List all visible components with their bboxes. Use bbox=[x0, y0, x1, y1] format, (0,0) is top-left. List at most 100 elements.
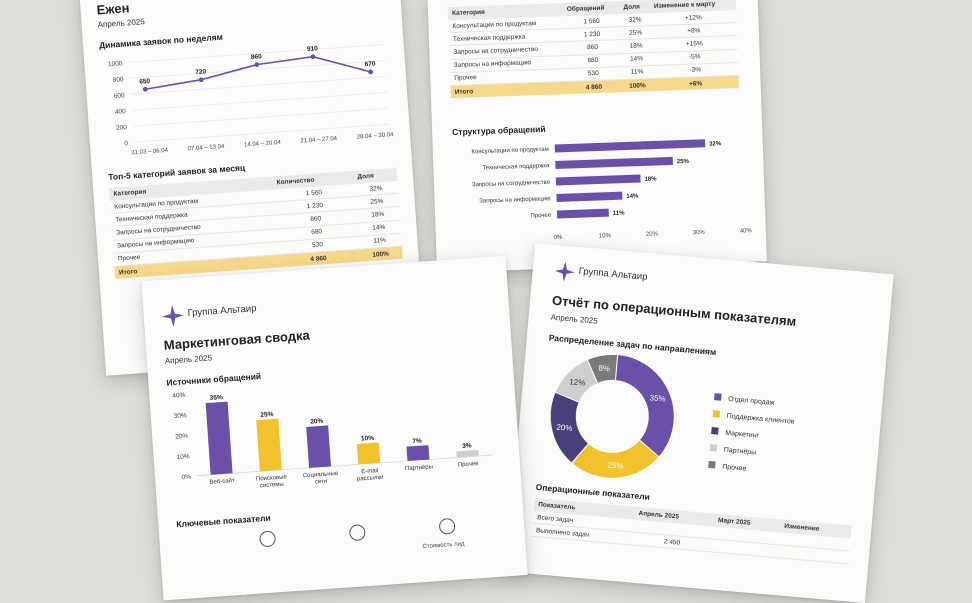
appeals-table: Категория Обращений Доля Изменение к мар… bbox=[447, 0, 739, 99]
data-label: 32% bbox=[709, 141, 722, 147]
y-tick-label: 400 bbox=[115, 108, 127, 116]
x-tick-label: Социальные bbox=[303, 471, 339, 479]
donut-slice bbox=[614, 354, 675, 458]
x-tick-label: 0% bbox=[553, 235, 563, 241]
category-label: Запросы на сотрудничество bbox=[472, 180, 551, 189]
data-point bbox=[142, 86, 148, 92]
data-label: 18% bbox=[644, 176, 657, 182]
data-label: 25% bbox=[260, 411, 274, 419]
bar bbox=[556, 191, 623, 202]
legend-swatch bbox=[712, 410, 721, 418]
y-tick-label: 10% bbox=[176, 453, 190, 461]
data-label: 3% bbox=[462, 442, 472, 450]
bar bbox=[456, 449, 479, 458]
legend-swatch bbox=[711, 427, 719, 435]
data-label: 11% bbox=[613, 211, 626, 217]
x-tick-label: 10% bbox=[599, 233, 612, 239]
data-point bbox=[254, 62, 260, 68]
chart-title: Структура обращений bbox=[452, 123, 546, 138]
x-tick-label: 40% bbox=[740, 228, 753, 234]
x-tick-label: Партнёры bbox=[405, 464, 433, 472]
brand-name: Группа Альтаир bbox=[578, 265, 648, 283]
x-tick-label: Поисковые bbox=[256, 474, 288, 482]
grid-line bbox=[128, 44, 384, 63]
legend-label: Отдел продаж bbox=[728, 396, 775, 407]
legend-label: Маркетинг bbox=[725, 430, 760, 440]
x-tick-label: системы bbox=[260, 482, 284, 490]
x-tick-label: 28.04 – 30.04 bbox=[357, 132, 395, 141]
data-label: 720 bbox=[195, 68, 207, 76]
sheet-date: Апрель 2025 bbox=[97, 17, 146, 30]
data-label: 35% bbox=[210, 394, 224, 402]
table-cell: 100% bbox=[621, 78, 653, 93]
y-tick-label: 0 bbox=[124, 140, 128, 147]
x-tick-label: Веб-сайт bbox=[209, 477, 235, 486]
category-label: Прочее bbox=[530, 213, 552, 220]
bar bbox=[555, 174, 641, 186]
data-label: 670 bbox=[364, 61, 376, 69]
legend-label: Прочее bbox=[722, 464, 747, 473]
brand-name: Группа Альтаир bbox=[187, 303, 257, 319]
table-cell: Итого bbox=[450, 81, 566, 99]
page-date: Апрель 2025 bbox=[550, 312, 599, 326]
x-tick-label: 31.03 – 06.04 bbox=[131, 148, 169, 157]
legend-swatch bbox=[709, 443, 718, 452]
table-cell: 14% bbox=[621, 52, 653, 67]
dollar-icon bbox=[438, 517, 456, 535]
x-axis bbox=[196, 454, 493, 477]
bar bbox=[555, 156, 673, 169]
data-label: 650 bbox=[139, 78, 151, 86]
bar bbox=[205, 401, 233, 475]
table-cell: 100% bbox=[358, 246, 403, 262]
bar bbox=[556, 208, 609, 219]
page-date: Апрель 2025 bbox=[164, 353, 213, 366]
report-sheet-operations: Группа Альтаир Отчёт по операционным пок… bbox=[506, 242, 894, 603]
table-cell: 4 860 bbox=[565, 79, 623, 95]
slice-label: 12% bbox=[569, 377, 586, 387]
bar bbox=[306, 425, 331, 468]
user-icon bbox=[259, 530, 277, 548]
slice-label: 35% bbox=[649, 393, 666, 403]
report-sheet-marketing: Группа Альтаир Маркетинговая сводка Апре… bbox=[141, 255, 528, 601]
col-share: Доля bbox=[619, 0, 651, 15]
table-cell: +6% bbox=[652, 75, 739, 92]
x-tick-label: 07.04 – 13.04 bbox=[188, 144, 226, 153]
data-point bbox=[368, 69, 374, 75]
y-tick-label: 20% bbox=[175, 433, 189, 441]
table-cell: 32% bbox=[619, 13, 651, 27]
data-label: 14% bbox=[626, 194, 639, 200]
slice-label: 25% bbox=[607, 461, 624, 471]
legend-label: Поддержка клиентов bbox=[726, 413, 795, 426]
y-tick-label: 1000 bbox=[108, 60, 123, 68]
bar bbox=[256, 418, 282, 472]
category-label: Консультации по продуктам bbox=[471, 147, 549, 156]
brand-logo-icon bbox=[553, 261, 575, 288]
data-label: 860 bbox=[251, 53, 263, 61]
y-tick-label: 600 bbox=[114, 92, 126, 100]
x-tick-label: 30% bbox=[693, 230, 706, 236]
y-tick-label: 800 bbox=[112, 76, 124, 84]
bar bbox=[406, 445, 430, 461]
report-sheet-structure: Категория Обращений Доля Изменение к мар… bbox=[427, 0, 767, 273]
table-cell: 25% bbox=[620, 25, 652, 41]
grid-line bbox=[131, 91, 388, 111]
page-title: Маркетинговая сводка bbox=[163, 327, 311, 353]
grid-line bbox=[129, 60, 385, 79]
check-icon bbox=[348, 524, 366, 542]
data-label: 910 bbox=[307, 45, 319, 53]
brand-logo-icon bbox=[161, 304, 185, 332]
y-tick-label: 30% bbox=[174, 412, 188, 420]
slice-label: 8% bbox=[598, 363, 610, 373]
slice-label: 20% bbox=[556, 423, 573, 433]
data-label: 10% bbox=[361, 435, 375, 443]
grid-line bbox=[130, 76, 387, 95]
legend-swatch bbox=[708, 460, 716, 469]
data-label: 7% bbox=[412, 438, 422, 446]
y-tick-label: 200 bbox=[116, 124, 128, 132]
data-label: 25% bbox=[677, 159, 690, 165]
legend-swatch bbox=[714, 393, 722, 401]
y-tick-label: 0% bbox=[181, 474, 191, 482]
tasks-donut-chart: 35% 25% 20% 12% 8% Отдел продаж Поддержка клие… bbox=[549, 353, 795, 479]
data-point bbox=[310, 54, 316, 60]
x-tick-label: 20% bbox=[646, 231, 659, 237]
